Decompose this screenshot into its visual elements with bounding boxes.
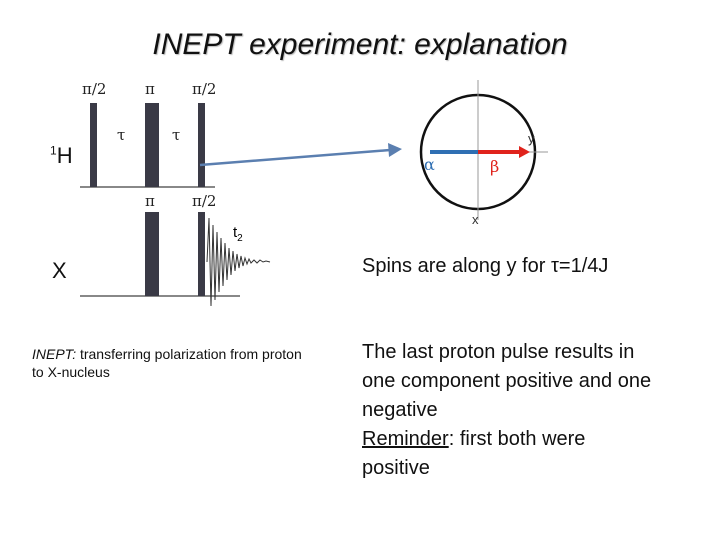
acquisition-label: t2 <box>233 224 243 244</box>
proton-pulse-90-a <box>90 103 97 187</box>
connector-arrow <box>199 148 391 167</box>
explanation-block: The last proton pulse results in one com… <box>362 338 652 483</box>
reminder-text: : first both were positive <box>362 428 586 479</box>
x-pulse-180 <box>145 212 159 296</box>
proton-channel-label: 1H <box>50 143 73 168</box>
proton-pulse-label-3: π/2 <box>192 80 217 98</box>
inept-caption: INEPT: transferring polarization from pr… <box>32 346 302 380</box>
delay-label-1: τ <box>117 126 126 144</box>
x-pulse-label-1: π <box>145 192 155 210</box>
connector-arrowhead <box>388 143 402 157</box>
vector-axis-y-label: y <box>528 131 535 146</box>
beta-label: β <box>490 157 500 176</box>
fid-signal <box>206 217 271 307</box>
proton-pulse-180 <box>145 103 159 187</box>
spins-note: Spins are along y for τ=1/4J <box>362 255 609 277</box>
proton-pulse-label-1: π/2 <box>82 80 107 98</box>
page-title: INEPT experiment: explanation <box>152 28 568 61</box>
x-channel-label: X <box>52 258 67 283</box>
vector-axis-x-label: x <box>472 212 479 227</box>
last-pulse-text: The last proton pulse results in one com… <box>362 341 652 421</box>
beta-arrowhead <box>519 146 530 158</box>
reminder-label: Reminder <box>362 428 449 450</box>
delay-label-2: τ <box>172 126 181 144</box>
x-pulse-90 <box>198 212 205 296</box>
proton-pulse-90-b <box>198 103 205 187</box>
proton-pulse-label-2: π <box>145 80 155 98</box>
alpha-label: α <box>424 155 435 174</box>
x-pulse-label-2: π/2 <box>192 192 217 210</box>
